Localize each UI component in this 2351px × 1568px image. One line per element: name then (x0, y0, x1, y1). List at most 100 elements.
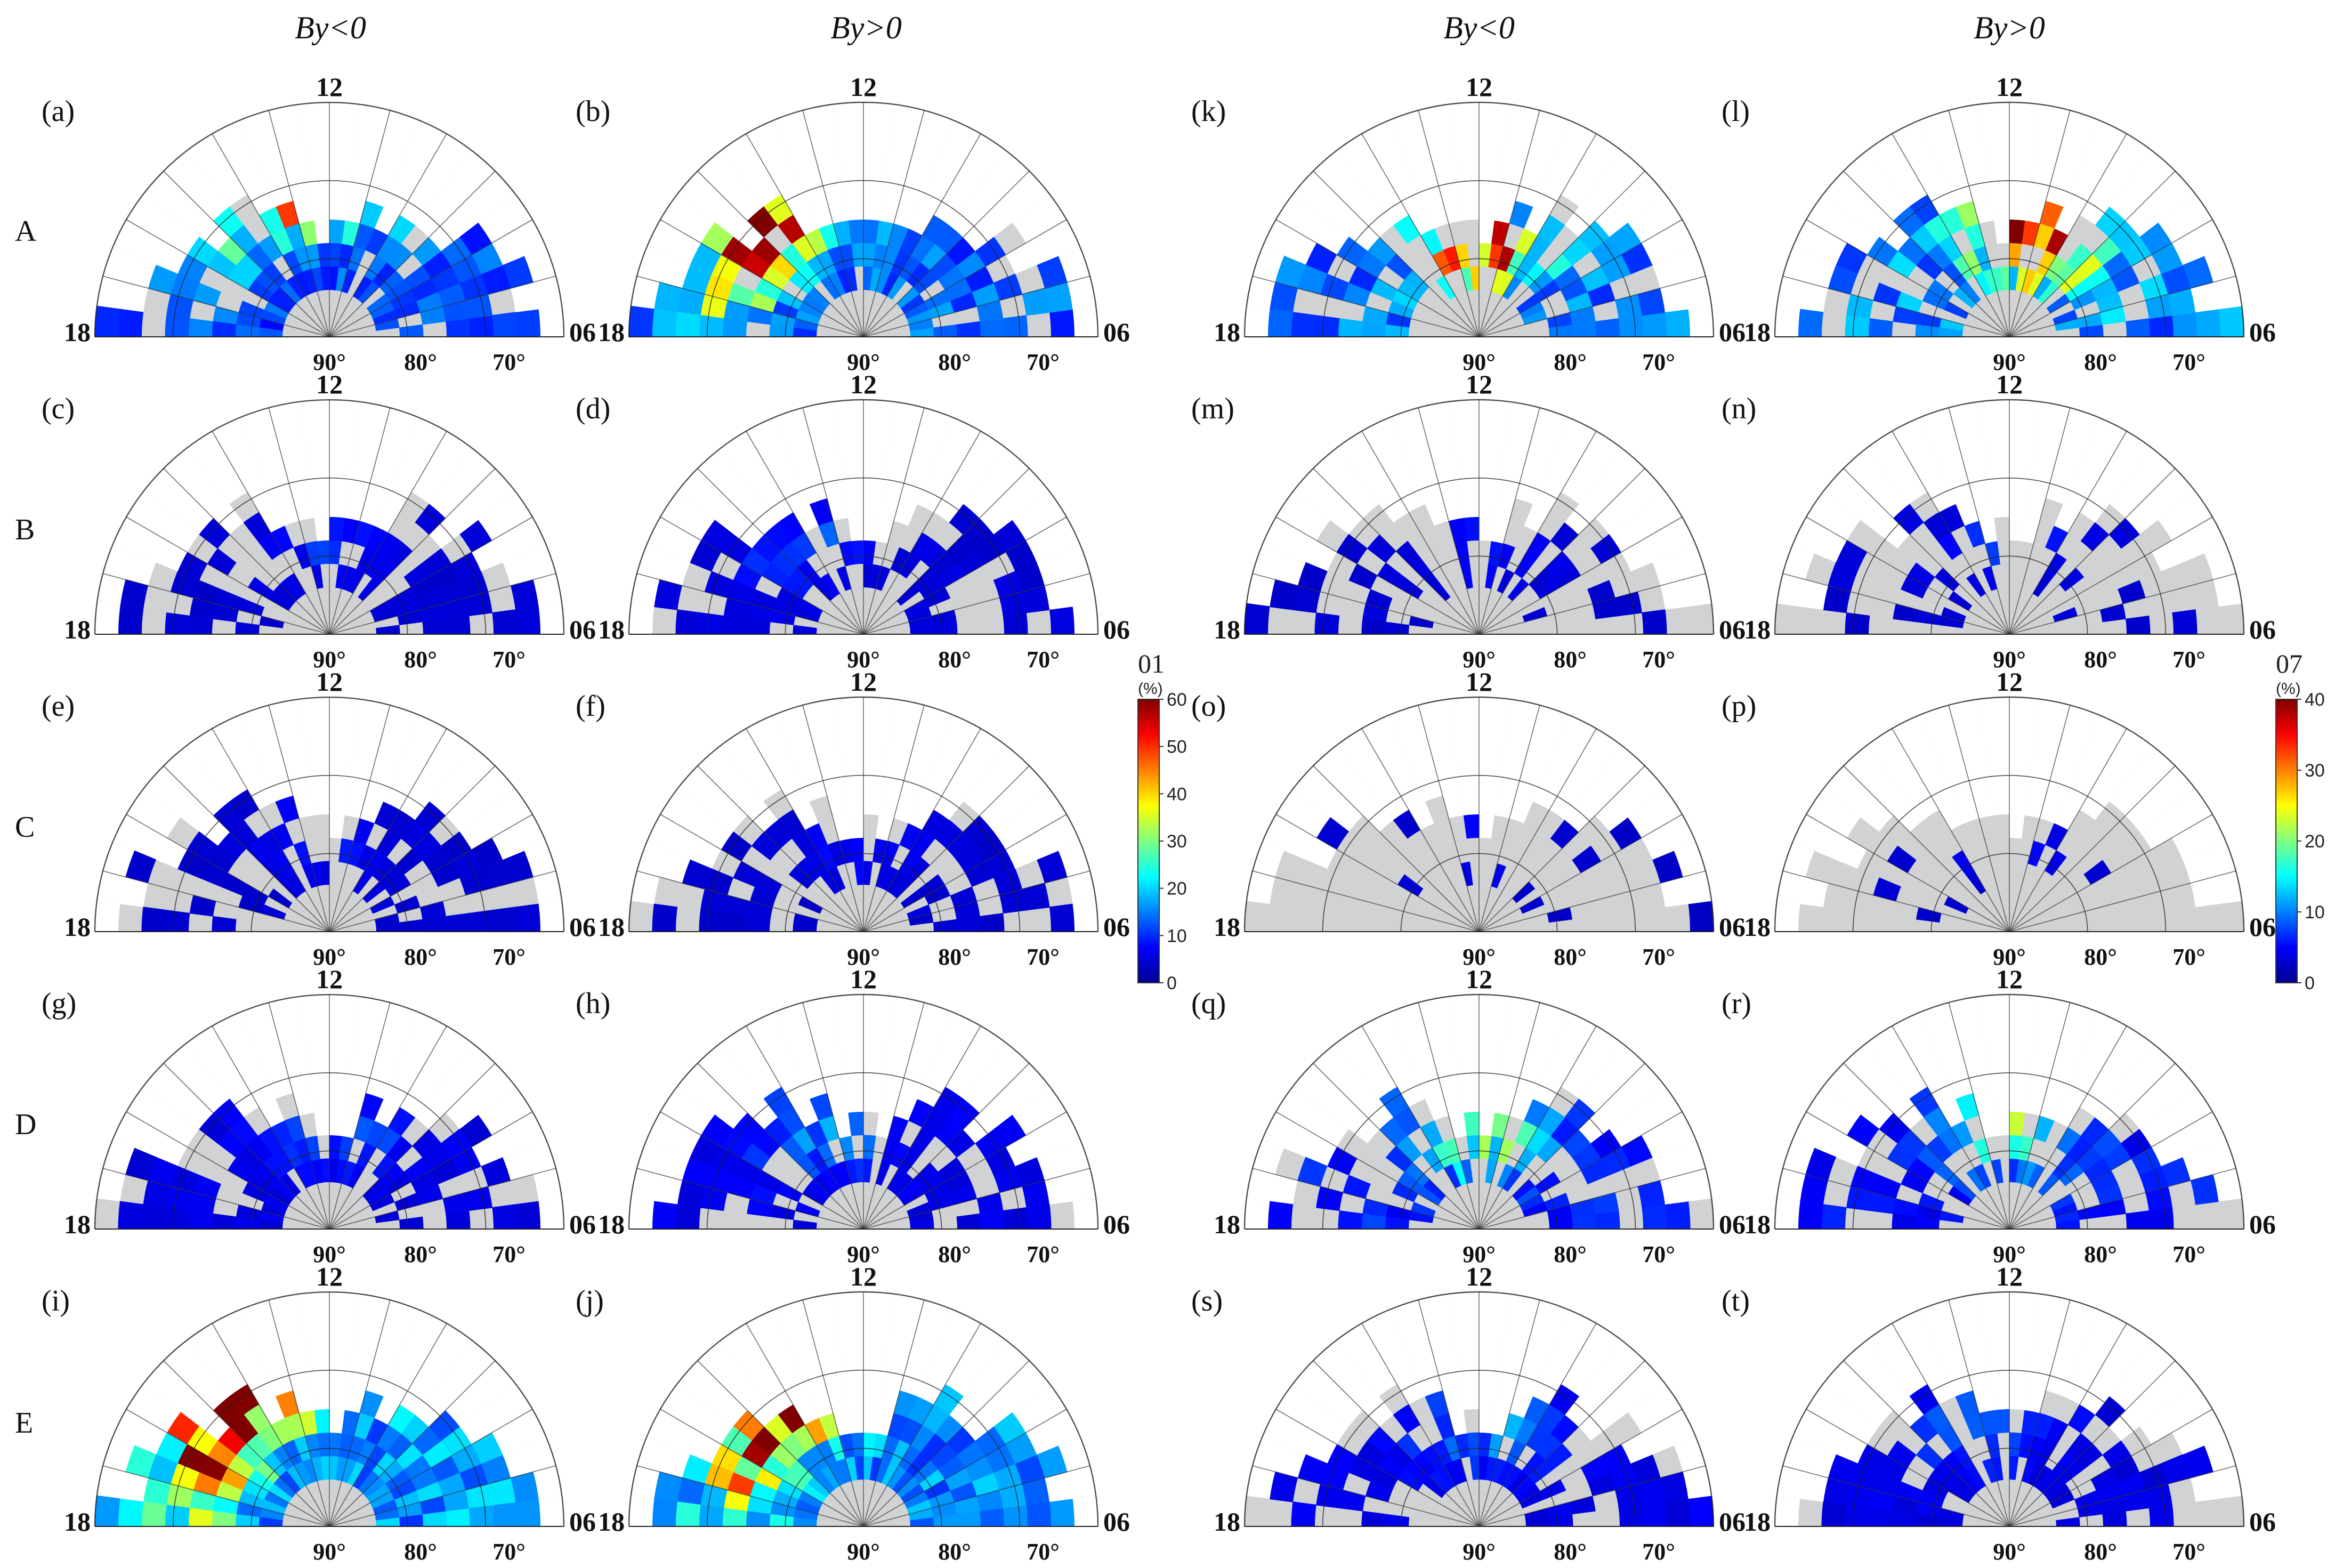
hour-label-06: 06 (1719, 615, 1746, 644)
heatmap-cell (446, 1507, 471, 1527)
heatmap-cell (777, 1106, 805, 1136)
no-data-cell (2090, 715, 2127, 749)
no-data-cell (979, 1096, 1013, 1129)
heatmap-cell (1950, 1120, 1974, 1148)
mlt-gridline (102, 1465, 330, 1527)
lat-gridline (1774, 399, 2245, 635)
heatmap-cell (1948, 1186, 1973, 1206)
no-data-cell (1982, 423, 2009, 449)
lat-gridline (172, 477, 487, 635)
heatmap-cell (217, 1129, 247, 1158)
heatmap-cell (1432, 1439, 1452, 1466)
heatmap-cell (1665, 1201, 1691, 1230)
no-data-cell (1497, 1363, 1522, 1391)
no-data-cell (429, 188, 463, 221)
heatmap-cell (386, 1135, 413, 1163)
mlt-gridline (1479, 765, 1645, 932)
heatmap-cell (1026, 1501, 1052, 1527)
lat-gridline (251, 1448, 408, 1527)
no-data-cell (2009, 743, 2034, 769)
heatmap-cell (261, 1499, 286, 1515)
mlt-gridline (802, 110, 864, 337)
no-data-cell (842, 1064, 863, 1090)
heatmap-cell (749, 589, 777, 610)
no-data-cell (329, 399, 360, 425)
heatmap-cell (776, 587, 803, 608)
heatmap-cell (422, 845, 452, 874)
no-data-cell (2171, 231, 2205, 265)
no-data-cell (1448, 1291, 1479, 1318)
no-data-cell (747, 1396, 778, 1427)
no-data-cell (1674, 842, 1706, 877)
no-data-cell (1031, 1383, 1067, 1421)
no-data-cell (963, 220, 994, 252)
no-data-cell (143, 1063, 180, 1101)
no-data-cell (258, 1098, 285, 1128)
no-data-cell (275, 498, 300, 526)
heatmap-cell (1393, 214, 1421, 244)
no-data-cell (200, 748, 236, 783)
no-data-cell (1313, 150, 1351, 188)
no-data-cell (1776, 276, 1806, 310)
heatmap-cell (652, 1201, 678, 1230)
heatmap-cell (741, 250, 771, 279)
no-data-cell (809, 127, 839, 156)
no-data-cell (1479, 172, 1501, 198)
no-data-cell (963, 1410, 994, 1441)
no-data-cell (415, 206, 446, 238)
heatmap-cell (1614, 1483, 1642, 1509)
no-data-cell (1991, 493, 2009, 518)
hour-label-12: 12 (1996, 72, 2023, 102)
no-data-cell (977, 1061, 1013, 1097)
no-data-cell (366, 1070, 393, 1100)
heatmap-cell (1892, 1213, 1917, 1230)
no-data-cell (353, 722, 384, 750)
heatmap-cell (257, 829, 283, 858)
no-data-cell (371, 452, 401, 483)
no-data-cell (248, 430, 281, 461)
no-data-cell (410, 1310, 447, 1344)
no-data-cell (479, 765, 516, 803)
heatmap-cell (1491, 1458, 1506, 1483)
heatmap-cell (2122, 1490, 2150, 1512)
heatmap-cell (770, 1443, 797, 1470)
mlt-gridline (1479, 219, 1683, 337)
heatmap-cell (366, 1186, 391, 1206)
heatmap-cell (899, 228, 923, 256)
no-data-cell (906, 1345, 935, 1375)
no-data-cell (1595, 1393, 1628, 1427)
lat-label: 90° (847, 944, 880, 970)
lat-gridline (1930, 1448, 2088, 1527)
heatmap-cell (675, 609, 701, 635)
hour-label-12: 12 (316, 369, 343, 399)
heatmap-cell (422, 1510, 447, 1527)
no-data-cell (2123, 466, 2159, 502)
heatmap-cell (2009, 1158, 2019, 1183)
mlt-gridline (2009, 133, 2127, 337)
no-data-cell (491, 826, 525, 860)
no-data-cell (329, 1041, 354, 1066)
no-data-cell (180, 466, 215, 502)
no-data-cell (1903, 1331, 1938, 1364)
heatmap-cell (1553, 562, 1581, 588)
no-data-cell (1948, 401, 1982, 431)
no-data-cell (842, 172, 863, 198)
no-data-cell (800, 1070, 827, 1100)
no-data-cell (1398, 1322, 1431, 1353)
heatmap-cell (446, 912, 471, 932)
heatmap-cell (1550, 819, 1579, 849)
no-data-cell (479, 1360, 516, 1398)
no-data-cell (659, 553, 690, 586)
no-data-cell (1454, 446, 1479, 472)
no-data-cell (887, 722, 918, 750)
heatmap-cell (247, 577, 274, 600)
lat-gridline (1400, 555, 1558, 635)
heatmap-cell (946, 831, 976, 861)
heatmap-cell (1365, 589, 1393, 610)
no-data-cell (893, 498, 918, 526)
heatmap-cell (422, 548, 452, 576)
no-data-cell (782, 1025, 815, 1056)
